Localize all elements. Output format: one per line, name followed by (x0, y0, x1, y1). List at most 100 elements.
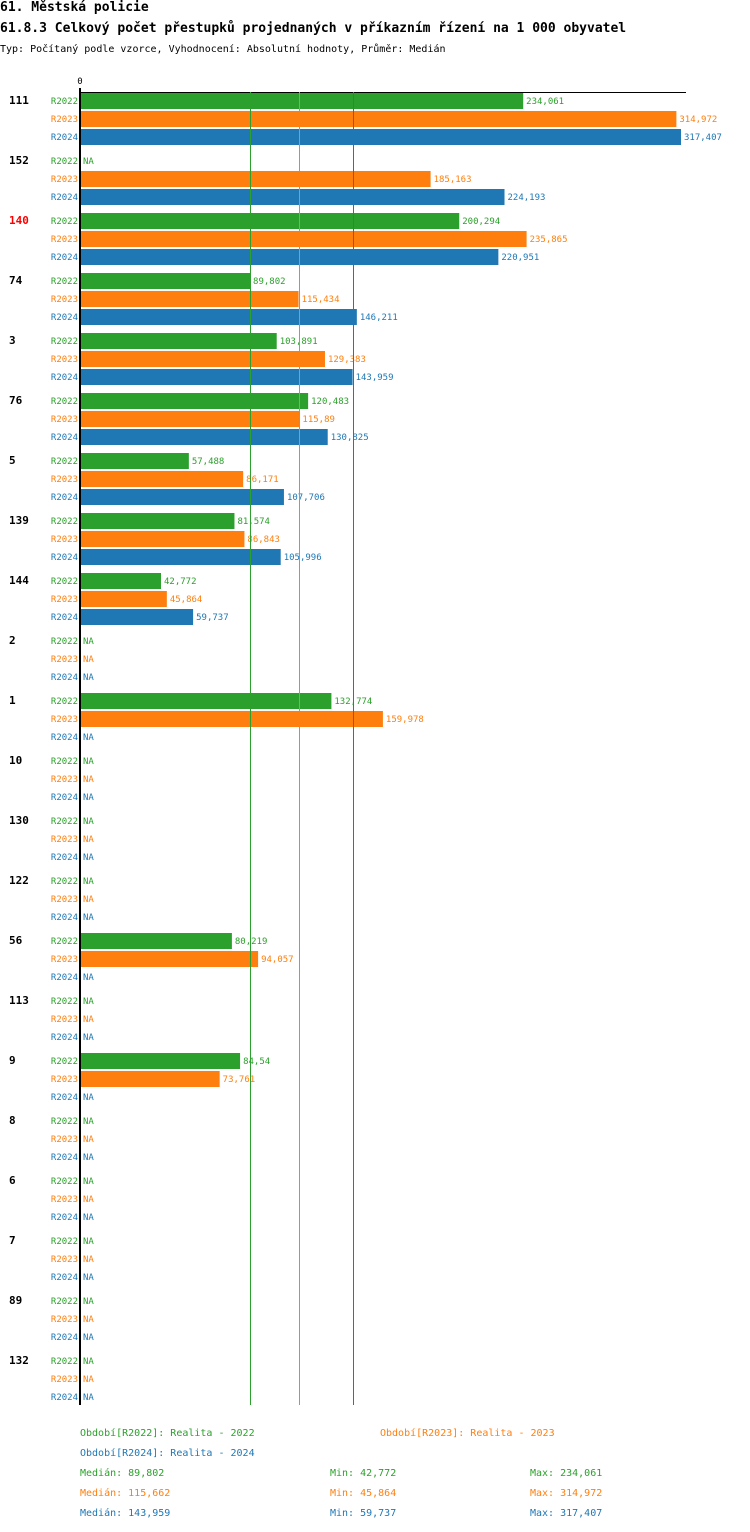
value-label: 129,383 (328, 355, 366, 365)
series-label: R2024 (51, 433, 78, 443)
bar (80, 1053, 241, 1069)
value-label: NA (83, 1393, 94, 1403)
series-label: R2024 (51, 133, 78, 143)
value-label: 81,574 (237, 517, 270, 527)
bar (80, 693, 332, 709)
series-label: R2023 (51, 475, 78, 485)
value-label: NA (83, 757, 94, 767)
value-label: NA (83, 1117, 94, 1127)
value-label: 89,802 (253, 277, 286, 287)
value-label: NA (83, 1255, 94, 1265)
series-label: R2023 (51, 775, 78, 785)
bar (80, 213, 460, 229)
value-label: NA (83, 835, 94, 845)
value-label: NA (83, 817, 94, 827)
category-label: 130 (9, 814, 29, 827)
section-title: 61. Městská policie (0, 0, 149, 15)
series-label: R2024 (51, 733, 78, 743)
series-label: R2022 (51, 1357, 78, 1367)
series-label: R2022 (51, 757, 78, 767)
series-label: R2022 (51, 577, 78, 587)
category-label: 8 (9, 1114, 16, 1127)
series-label: R2022 (51, 1117, 78, 1127)
series-label: R2022 (51, 457, 78, 467)
value-label: NA (83, 1333, 94, 1343)
value-label: NA (83, 1153, 94, 1163)
value-label: NA (83, 1297, 94, 1307)
value-label: NA (83, 1177, 94, 1187)
series-label: R2024 (51, 853, 78, 863)
value-label: NA (83, 1237, 94, 1247)
series-label: R2023 (51, 835, 78, 845)
value-label: NA (83, 637, 94, 647)
category-label: 144 (9, 574, 29, 587)
category-label: 3 (9, 334, 16, 347)
category-label: 1 (9, 694, 16, 707)
series-label: R2022 (51, 277, 78, 287)
bar (80, 711, 383, 727)
value-label: 200,294 (462, 217, 500, 227)
series-label: R2024 (51, 1213, 78, 1223)
series-label: R2022 (51, 97, 78, 107)
series-label: R2022 (51, 217, 78, 227)
series-label: R2024 (51, 493, 78, 503)
category-label: 152 (9, 154, 29, 167)
bar (80, 273, 251, 289)
value-label: NA (83, 853, 94, 863)
value-label: NA (83, 733, 94, 743)
value-label: 224,193 (508, 193, 546, 203)
legend-r2024: Období[R2024]: Realita - 2024 (80, 1448, 255, 1459)
value-label: 45,864 (170, 595, 203, 605)
value-label: 220,951 (501, 253, 539, 263)
series-label: R2022 (51, 637, 78, 647)
series-label: R2023 (51, 655, 78, 665)
series-label: R2022 (51, 877, 78, 887)
value-label: NA (83, 673, 94, 683)
value-label: 159,978 (386, 715, 424, 725)
series-label: R2024 (51, 193, 78, 203)
value-label: 120,483 (311, 397, 349, 407)
value-label: NA (83, 1213, 94, 1223)
series-label: R2024 (51, 1093, 78, 1103)
bar (80, 231, 527, 247)
max-r2022: Max: 234,061 (530, 1468, 603, 1479)
bar (80, 333, 277, 349)
value-label: NA (83, 775, 94, 785)
series-label: R2024 (51, 1333, 78, 1343)
median-r2022: Medián: 89,802 (80, 1468, 165, 1479)
max-r2023: Max: 314,972 (530, 1488, 603, 1499)
bar (80, 429, 328, 445)
bar (80, 111, 677, 127)
bar (80, 933, 232, 949)
value-label: 234,061 (526, 97, 564, 107)
value-label: NA (83, 1195, 94, 1205)
series-label: R2024 (51, 1273, 78, 1283)
series-label: R2023 (51, 1255, 78, 1265)
bar (80, 573, 161, 589)
category-label: 5 (9, 454, 16, 467)
value-label: NA (83, 1033, 94, 1043)
min-r2023: Min: 45,864 (330, 1488, 397, 1499)
value-label: 59,737 (196, 613, 229, 623)
series-label: R2023 (51, 115, 78, 125)
value-label: NA (83, 1015, 94, 1025)
value-label: 115,434 (302, 295, 340, 305)
bar (80, 129, 681, 145)
series-label: R2022 (51, 697, 78, 707)
bar (80, 249, 499, 265)
series-label: R2022 (51, 1237, 78, 1247)
value-label: 130,825 (331, 433, 369, 443)
value-label: NA (83, 1375, 94, 1385)
value-label: NA (83, 793, 94, 803)
series-label: R2024 (51, 253, 78, 263)
bar (80, 351, 325, 367)
value-label: NA (83, 655, 94, 665)
legend-r2023: Období[R2023]: Realita - 2023 (380, 1428, 555, 1439)
value-label: NA (83, 895, 94, 905)
series-label: R2023 (51, 1375, 78, 1385)
value-label: 185,163 (434, 175, 472, 185)
series-label: R2024 (51, 793, 78, 803)
bar (80, 609, 194, 625)
series-label: R2024 (51, 613, 78, 623)
series-label: R2023 (51, 955, 78, 965)
